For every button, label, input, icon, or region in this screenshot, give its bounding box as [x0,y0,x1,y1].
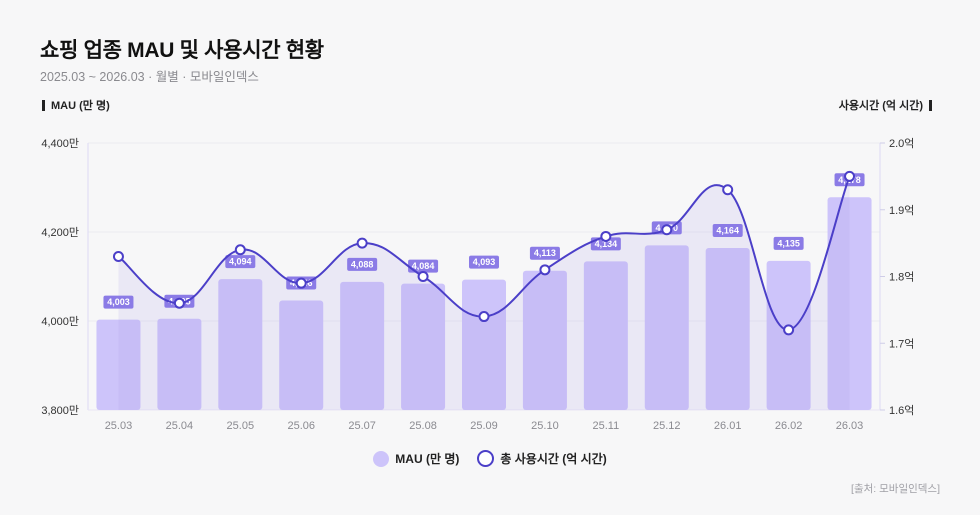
bar-value-badge [347,257,378,271]
x-tick-label: 25.12 [653,420,681,432]
bar-25.08 [401,283,446,410]
right-tick-label: 1.7억 [889,337,914,350]
legend-label-usage-time: 총 사용시간 (억 시간) [500,452,607,466]
bar-25.06 [279,300,324,410]
x-tick-label: 26.01 [714,420,742,432]
usage-time-point-25.09 [478,311,490,323]
usage-time-point-25.11 [600,230,612,242]
bar-value-label: 4,003 [107,297,130,307]
right-axis-title: 사용시간 (억 시간) [839,97,932,113]
usage-time-point-26.01 [722,184,734,196]
x-tick-label: 25.11 [592,420,619,432]
bullet-icon [929,99,932,111]
left-axis-title: MAU (만 명) [42,97,110,113]
source-note: [출처: 모바일인덱스] [851,483,940,495]
bar-26.02 [766,260,811,410]
usage-time-point-25.10 [539,264,551,276]
legend-item-usage-time[interactable]: 총 사용시간 (억 시간) [477,450,607,467]
bar-value-badge [590,237,621,251]
bar-value-label: 4,084 [412,261,435,271]
usage-time-point-25.07 [356,237,368,249]
bar-26.03 [827,197,872,410]
usage-time-point-25.08 [417,271,429,282]
right-tick-label: 2.0억 [889,137,914,150]
usage-time-point-25.05 [234,244,246,256]
legend-label-mau: MAU (만 명) [395,452,460,466]
bar-value-badge [225,255,256,269]
usage-time-point-25.03 [112,250,124,262]
chart-subtitle: 2025.03 ~ 2026.03 · 월별 · 모바일인덱스 [40,70,259,84]
x-tick-label: 25.06 [287,420,315,432]
bar-value-label: 4,094 [229,257,252,267]
left-tick-label: 3,800만 [41,404,79,417]
bar-25.12 [644,245,689,410]
x-tick-label: 25.07 [348,420,376,432]
bar-value-label: 4,134 [595,239,618,249]
x-tick-label: 25.04 [166,420,194,432]
bar-value-label: 4,093 [473,257,496,267]
bar-25.05 [218,279,263,410]
chart-title: 쇼핑 업종 MAU 및 사용시간 현황 [40,39,324,62]
bar-value-badge [408,259,439,273]
x-tick-label: 25.05 [227,420,255,432]
bar-value-label: 4,088 [351,259,374,269]
bar-swatch-icon [373,450,390,467]
bar-value-label: 4,113 [534,248,556,258]
bar-25.10 [522,270,567,410]
usage-time-point-25.12 [661,224,673,236]
right-tick-label: 1.8억 [889,271,914,284]
bullet-icon [42,99,45,111]
usage-time-point-26.03 [844,170,856,182]
bar-25.11 [583,261,628,410]
bar-25.07 [340,281,385,410]
usage-time-point-25.04 [173,297,185,309]
legend: MAU (만 명) 총 사용시간 (억 시간) [0,450,980,467]
bar-value-badge [103,295,134,309]
bar-25.04 [157,318,202,410]
bar-value-badge [712,224,743,238]
bar-25.09 [462,279,506,410]
x-tick-label: 25.09 [470,420,498,432]
usage-time-point-26.02 [783,324,795,336]
bar-value-label: 4,135 [777,238,800,248]
bar-value-label: 4,164 [716,226,739,236]
left-axis-title-text: MAU (만 명) [51,100,110,112]
line-swatch-icon [477,450,495,467]
right-tick-label: 1.6억 [889,404,914,417]
right-tick-label: 1.9억 [889,204,914,217]
left-tick-label: 4,400만 [41,137,79,150]
legend-item-mau[interactable]: MAU (만 명) [373,450,459,467]
x-tick-label: 25.08 [409,420,437,432]
bar-25.03 [96,319,141,410]
bar-value-badge [773,236,804,250]
bar-value-badge [529,246,560,260]
left-tick-label: 4,000만 [41,315,79,328]
bar-value-badge [469,255,499,269]
x-tick-label: 26.02 [775,420,803,432]
usage-time-point-25.06 [295,277,307,289]
x-tick-label: 25.10 [531,420,559,432]
x-tick-label: 25.03 [105,420,133,432]
bar-26.01 [705,248,750,410]
right-axis-title-text: 사용시간 (억 시간) [838,100,923,112]
left-tick-label: 4,200만 [41,226,79,239]
x-tick-label: 26.03 [836,420,864,432]
